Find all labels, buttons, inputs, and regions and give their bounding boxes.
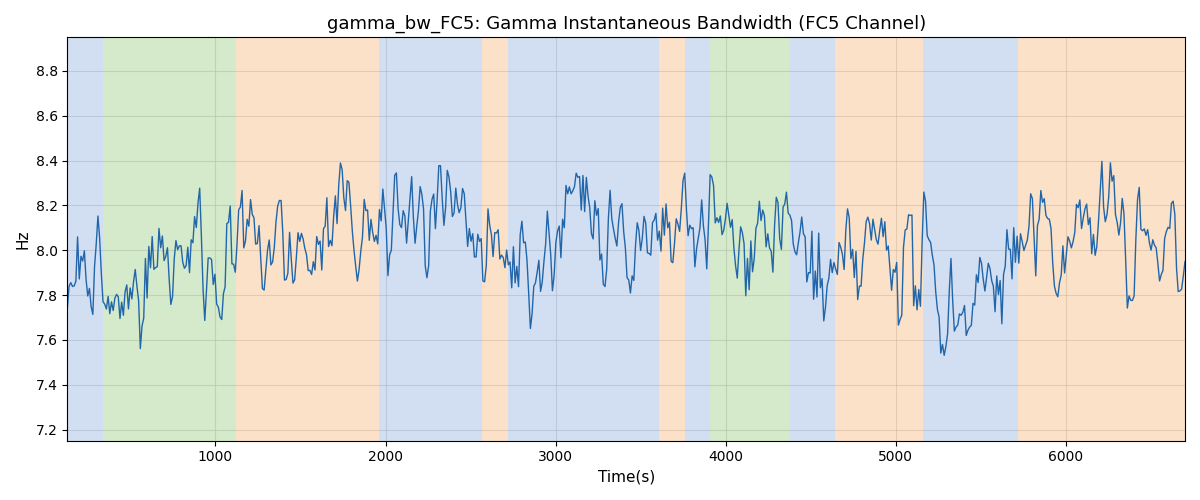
X-axis label: Time(s): Time(s) — [598, 470, 655, 485]
Bar — [482, 38, 508, 440]
Bar — [1051, 38, 1184, 440]
Bar — [923, 38, 1019, 440]
Bar — [659, 38, 685, 440]
Bar — [67, 38, 103, 440]
Bar — [1019, 38, 1051, 440]
Bar — [379, 38, 482, 440]
Bar — [685, 38, 710, 440]
Bar — [710, 38, 791, 440]
Bar — [103, 38, 236, 440]
Bar — [236, 38, 379, 440]
Bar — [508, 38, 659, 440]
Y-axis label: Hz: Hz — [16, 230, 30, 249]
Title: gamma_bw_FC5: Gamma Instantaneous Bandwidth (FC5 Channel): gamma_bw_FC5: Gamma Instantaneous Bandwi… — [326, 15, 926, 34]
Bar — [834, 38, 923, 440]
Bar — [791, 38, 834, 440]
